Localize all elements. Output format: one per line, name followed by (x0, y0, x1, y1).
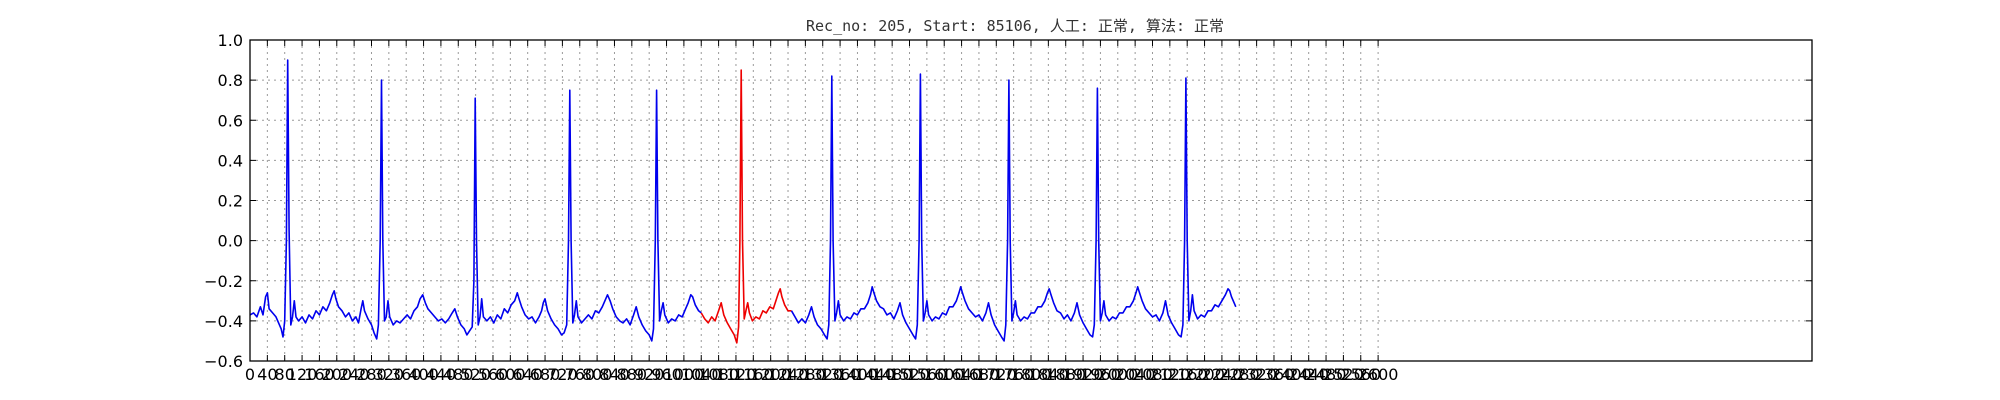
x-tick-label: 1760 (993, 365, 1034, 384)
x-tick-label: 1160 (733, 365, 774, 384)
x-tick-label: 360 (391, 365, 422, 384)
x-tick-label: 1360 (820, 365, 861, 384)
x-tick-label: 720 (547, 365, 578, 384)
x-tick-label: 1720 (976, 365, 1017, 384)
x-tick-label: 2440 (1288, 365, 1329, 384)
x-tick-label: 2560 (1340, 365, 1381, 384)
chart-title: Rec_no: 205, Start: 85106, 人工: 正常, 算法: 正… (806, 17, 1224, 35)
x-tick-label: 1640 (941, 365, 982, 384)
x-tick-label: 1000 (664, 365, 705, 384)
x-tick-label: 1800 (1011, 365, 1052, 384)
x-tick-label: 1240 (768, 365, 809, 384)
x-tick-label: 2160 (1167, 365, 1208, 384)
x-tick-label: 2360 (1254, 365, 1295, 384)
x-tick-label: 1960 (1080, 365, 1121, 384)
x-tick-label: 1440 (854, 365, 895, 384)
y-tick-label: 0.8 (218, 71, 243, 90)
x-tick-label: 840 (599, 365, 630, 384)
x-tick-label: 1840 (1028, 365, 1069, 384)
y-tick-label: −0.6 (204, 352, 243, 371)
x-tick-label: 800 (582, 365, 613, 384)
x-tick-label: 1200 (750, 365, 791, 384)
x-tick-label: 2520 (1323, 365, 1364, 384)
x-tick-label: 2480 (1306, 365, 1347, 384)
x-tick-label: 2320 (1236, 365, 1277, 384)
y-tick-label: 0.6 (218, 111, 243, 130)
x-tick-label: 1120 (716, 365, 757, 384)
x-tick-label: 240 (339, 365, 370, 384)
x-tick-label: 1520 (889, 365, 930, 384)
x-tick-label: 2000 (1097, 365, 1138, 384)
x-tick-label: 920 (634, 365, 665, 384)
x-tick-label: 1880 (1045, 365, 1086, 384)
x-tick-label: 400 (408, 365, 439, 384)
y-tick-label: 0.4 (218, 151, 243, 170)
x-tick-label: 120 (287, 365, 318, 384)
y-axis: −0.6 −0.4 −0.2 0.0 0.2 0.4 0.6 0.8 1.0 (204, 31, 1812, 371)
series-line-2 (700, 69, 792, 344)
y-tick-label: 1.0 (218, 31, 243, 50)
x-tick-label: 2040 (1115, 365, 1156, 384)
x-tick-label: 200 (322, 365, 353, 384)
x-tick-label: 2600 (1358, 365, 1399, 384)
x-tick-label: 1040 (681, 365, 722, 384)
x-tick-label: 680 (530, 365, 561, 384)
series-line-3 (790, 73, 1237, 342)
x-tick-label: 2240 (1202, 365, 1243, 384)
x-tick-label: 2400 (1271, 365, 1312, 384)
x-tick-label: 440 (426, 365, 457, 384)
x-tick-label: 1400 (837, 365, 878, 384)
x-tick-label: 960 (651, 365, 682, 384)
x-tick-label: 2200 (1184, 365, 1225, 384)
x-tick-label: 520 (460, 365, 491, 384)
x-tick-label: 280 (356, 365, 387, 384)
x-axis: 0 408012016020024028032036040044048052056… (245, 40, 1399, 384)
x-tick-label: 1480 (872, 365, 913, 384)
x-tick-label: 640 (512, 365, 543, 384)
x-tick-label: 560 (478, 365, 509, 384)
x-tick-label: 1680 (959, 365, 1000, 384)
x-tick-label: 2120 (1149, 365, 1190, 384)
x-tick-label: 2280 (1219, 365, 1260, 384)
x-tick-label: 1920 (1063, 365, 1104, 384)
signal-series (249, 59, 1237, 344)
x-tick-label: 760 (564, 365, 595, 384)
x-tick-label: 40 (257, 365, 277, 384)
x-tick-label: 160 (304, 365, 335, 384)
x-tick-label: 880 (617, 365, 648, 384)
x-tick-label: 1320 (802, 365, 843, 384)
x-tick-label: 1600 (924, 365, 965, 384)
grid-lines (250, 40, 1812, 361)
y-tick-label: −0.2 (204, 272, 243, 291)
x-tick-label: 1280 (785, 365, 826, 384)
series-line-1 (249, 59, 702, 342)
x-tick-label: 0 (245, 365, 255, 384)
y-tick-label: 0.2 (218, 192, 243, 211)
x-tick-label: 80 (275, 365, 295, 384)
x-tick-label: 1080 (698, 365, 739, 384)
x-tick-label: 600 (495, 365, 526, 384)
y-tick-label: −0.4 (204, 312, 243, 331)
x-tick-label: 1560 (907, 365, 948, 384)
x-tick-label: 2080 (1132, 365, 1173, 384)
x-tick-label: 320 (374, 365, 405, 384)
x-tick-label: 480 (443, 365, 474, 384)
y-tick-label: 0.0 (218, 232, 243, 251)
